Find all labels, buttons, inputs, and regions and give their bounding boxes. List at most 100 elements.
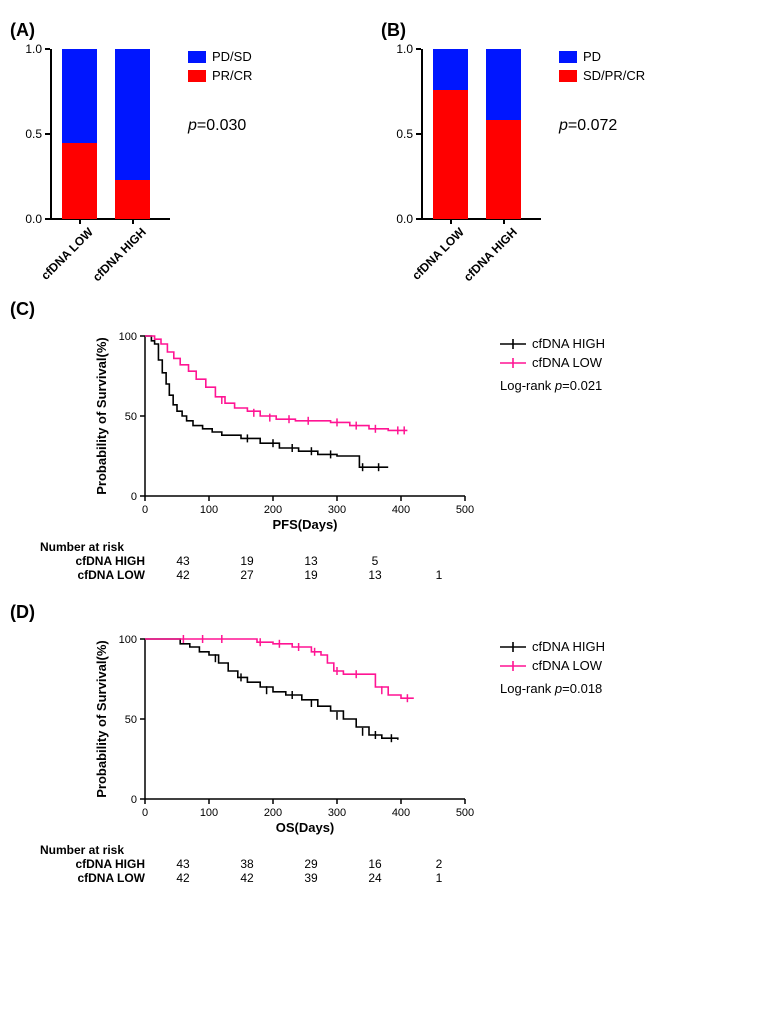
svg-text:Probability of Survival(%): Probability of Survival(%) [94, 640, 109, 797]
risk-row: cfDNA HIGH433829162 [40, 857, 752, 871]
risk-cell: 42 [151, 568, 215, 582]
legend-label: cfDNA HIGH [532, 639, 605, 654]
panel-d-risktable: Number at riskcfDNA HIGH433829162cfDNA L… [40, 843, 752, 885]
risk-cell: 19 [279, 568, 343, 582]
svg-text:400: 400 [392, 807, 410, 819]
svg-text:100: 100 [200, 807, 218, 819]
ytick-label: 1.0 [383, 42, 413, 56]
bar-segment [62, 143, 97, 220]
risk-cell: 24 [343, 871, 407, 885]
svg-text:300: 300 [328, 807, 346, 819]
bar-segment [486, 120, 521, 219]
legend-line-icon [500, 337, 526, 351]
panel-b-chart [421, 49, 541, 219]
risk-cell: 13 [343, 568, 407, 582]
panel-a: (A) 0.00.51.0 PD/SDPR/CR p=0.030 cfDNA L… [10, 20, 381, 289]
risk-row: cfDNA LOW424239241 [40, 871, 752, 885]
legend-item: cfDNA LOW [500, 658, 605, 673]
legend-item: SD/PR/CR [559, 68, 645, 83]
risk-cell: 13 [279, 554, 343, 568]
panel-d-pvalue: Log-rank p=0.018 [500, 681, 605, 696]
svg-text:0: 0 [142, 504, 148, 516]
panel-d-label: (D) [10, 602, 752, 623]
legend-label: cfDNA LOW [532, 355, 602, 370]
svg-text:0: 0 [131, 794, 137, 806]
legend-label: cfDNA LOW [532, 658, 602, 673]
bar-segment [115, 49, 150, 180]
svg-text:400: 400 [392, 504, 410, 516]
panel-a-label: (A) [10, 20, 381, 41]
panel-c-chart-wrap: 0501000100200300400500PFS(Days)Probabili… [90, 326, 475, 536]
risk-cell: 16 [343, 857, 407, 871]
svg-text:200: 200 [264, 807, 282, 819]
panel-b-label: (B) [381, 20, 752, 41]
ytick-label: 0.0 [383, 212, 413, 226]
legend-item: cfDNA LOW [500, 355, 605, 370]
ytick-label: 0.5 [383, 127, 413, 141]
panel-b-legend: PD SD/PR/CR p=0.072 [559, 49, 645, 219]
panel-c-risktable: Number at riskcfDNA HIGH4319135cfDNA LOW… [40, 540, 752, 582]
ytick-label: 0.0 [12, 212, 42, 226]
panel-b-xlabels: cfDNA LOWcfDNA HIGH [421, 219, 752, 289]
bar-segment [433, 90, 468, 219]
risk-cell: 2 [407, 857, 471, 871]
risk-row: cfDNA LOW422719131 [40, 568, 752, 582]
panel-b-yaxis: 0.00.51.0 [381, 49, 421, 219]
svg-text:50: 50 [125, 714, 137, 726]
panel-c-svg: 0501000100200300400500PFS(Days)Probabili… [90, 326, 475, 536]
legend-label: SD/PR/CR [583, 68, 645, 83]
panel-c-pvalue: Log-rank p=0.021 [500, 378, 605, 393]
risk-cell: 1 [407, 568, 471, 582]
legend-item: PR/CR [188, 68, 252, 83]
risk-cell: 39 [279, 871, 343, 885]
risk-series-label: cfDNA LOW [40, 568, 151, 582]
panel-c: (C) 0501000100200300400500PFS(Days)Proba… [10, 299, 752, 582]
bar-segment [115, 180, 150, 219]
panel-b: (B) 0.00.51.0 PDSD/PR/CR p=0.072 cfDNA L… [381, 20, 752, 289]
legend-swatch [188, 51, 206, 63]
panel-d-chart-wrap: 0501000100200300400500OS(Days)Probabilit… [90, 629, 475, 839]
risk-cell: 1 [407, 871, 471, 885]
risk-cell: 38 [215, 857, 279, 871]
panel-d-legend: cfDNA HIGH cfDNA LOW Log-rank p=0.018 [500, 639, 605, 696]
legend-item: PD/SD [188, 49, 252, 64]
legend-label: PD [583, 49, 601, 64]
risk-cell: 19 [215, 554, 279, 568]
risk-cell: 43 [151, 554, 215, 568]
panel-a-legend: PD/SD PR/CR p=0.030 [188, 49, 252, 219]
svg-text:OS(Days): OS(Days) [276, 820, 335, 835]
svg-text:200: 200 [264, 504, 282, 516]
legend-line-icon [500, 356, 526, 370]
top-row: (A) 0.00.51.0 PD/SDPR/CR p=0.030 cfDNA L… [10, 20, 752, 289]
legend-line-icon [500, 659, 526, 673]
panel-d-svg: 0501000100200300400500OS(Days)Probabilit… [90, 629, 475, 839]
risk-series-label: cfDNA LOW [40, 871, 151, 885]
svg-text:0: 0 [131, 491, 137, 503]
risk-cell [407, 554, 471, 568]
svg-text:100: 100 [200, 504, 218, 516]
svg-text:100: 100 [119, 331, 137, 343]
risk-cell: 42 [215, 871, 279, 885]
risk-title: Number at risk [40, 843, 752, 857]
bar-segment [433, 49, 468, 90]
legend-label: cfDNA HIGH [532, 336, 605, 351]
svg-text:Probability of Survival(%): Probability of Survival(%) [94, 337, 109, 494]
svg-text:300: 300 [328, 504, 346, 516]
svg-text:500: 500 [456, 504, 474, 516]
risk-cell: 5 [343, 554, 407, 568]
panel-a-pvalue: p=0.030 [188, 117, 252, 135]
risk-series-label: cfDNA HIGH [40, 857, 151, 871]
risk-cell: 29 [279, 857, 343, 871]
legend-item: cfDNA HIGH [500, 639, 605, 654]
legend-swatch [559, 51, 577, 63]
panel-a-chart [50, 49, 170, 219]
legend-line-icon [500, 640, 526, 654]
risk-series-label: cfDNA HIGH [40, 554, 151, 568]
panel-a-xlabels: cfDNA LOWcfDNA HIGH [50, 219, 381, 289]
svg-text:50: 50 [125, 411, 137, 423]
panel-d: (D) 0501000100200300400500OS(Days)Probab… [10, 602, 752, 885]
legend-swatch [559, 70, 577, 82]
panel-b-pvalue: p=0.072 [559, 117, 645, 135]
risk-cell: 43 [151, 857, 215, 871]
risk-cell: 42 [151, 871, 215, 885]
